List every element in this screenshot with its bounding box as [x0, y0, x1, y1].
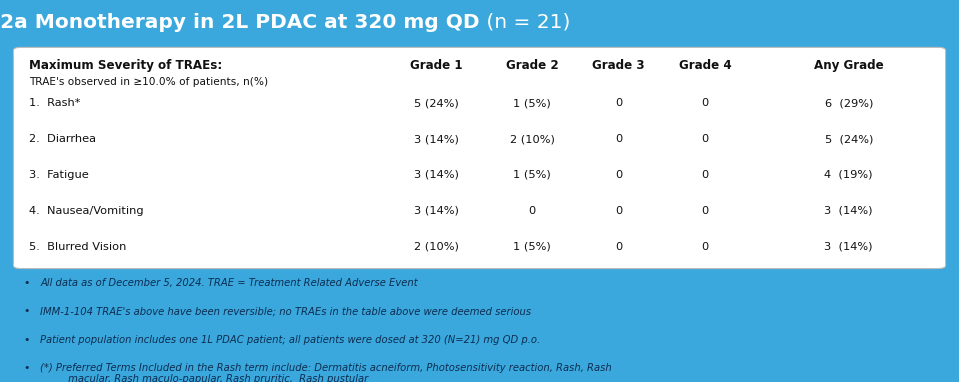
Text: 1.  Rash*: 1. Rash*: [29, 98, 81, 108]
Text: 0: 0: [528, 206, 536, 216]
Text: 0: 0: [701, 98, 709, 108]
Text: 2 (10%): 2 (10%): [510, 134, 554, 144]
Text: •: •: [23, 278, 30, 288]
Text: IMM-1-104 TRAE's above have been reversible; no TRAEs in the table above were de: IMM-1-104 TRAE's above have been reversi…: [40, 306, 531, 316]
Text: •: •: [23, 335, 30, 345]
Text: 5  (24%): 5 (24%): [825, 134, 873, 144]
Text: 0: 0: [701, 134, 709, 144]
Text: TRAE's observed in ≥10.0% of patients, n(%): TRAE's observed in ≥10.0% of patients, n…: [29, 77, 268, 87]
Text: Any Grade: Any Grade: [814, 59, 883, 72]
Text: Grade 1: Grade 1: [410, 59, 462, 72]
Text: 3 (14%): 3 (14%): [414, 134, 458, 144]
Text: 0: 0: [701, 242, 709, 252]
Text: 3 (14%): 3 (14%): [414, 170, 458, 180]
Text: 1 (5%): 1 (5%): [513, 242, 551, 252]
Text: •: •: [23, 306, 30, 316]
Text: 1 (5%): 1 (5%): [513, 170, 551, 180]
Text: 3  (14%): 3 (14%): [825, 206, 873, 216]
Text: (*) Preferred Terms Included in the Rash term include: Dermatitis acneiform, Pho: (*) Preferred Terms Included in the Rash…: [40, 363, 612, 382]
Text: 3 (14%): 3 (14%): [414, 206, 458, 216]
Text: 2 (10%): 2 (10%): [414, 242, 458, 252]
Text: 3  (14%): 3 (14%): [825, 242, 873, 252]
Text: 4.  Nausea/Vomiting: 4. Nausea/Vomiting: [29, 206, 144, 216]
FancyBboxPatch shape: [13, 47, 946, 269]
Text: 6  (29%): 6 (29%): [825, 98, 873, 108]
Text: 2.  Diarrhea: 2. Diarrhea: [29, 134, 96, 144]
Text: All data as of December 5, 2024. TRAE = Treatment Related Adverse Event: All data as of December 5, 2024. TRAE = …: [40, 278, 418, 288]
Text: 0: 0: [615, 242, 622, 252]
Text: Patient population includes one 1L PDAC patient; all patients were dosed at 320 : Patient population includes one 1L PDAC …: [40, 335, 541, 345]
Text: 0: 0: [615, 170, 622, 180]
Text: 0: 0: [701, 206, 709, 216]
Text: Safety: Phase 2a Monotherapy in 2L PDAC at 320 mg QD: Safety: Phase 2a Monotherapy in 2L PDAC …: [0, 13, 480, 32]
Text: 1 (5%): 1 (5%): [513, 98, 551, 108]
Text: 5 (24%): 5 (24%): [414, 98, 458, 108]
Text: Grade 2: Grade 2: [506, 59, 558, 72]
Text: 0: 0: [615, 206, 622, 216]
Text: 3.  Fatigue: 3. Fatigue: [29, 170, 88, 180]
Text: •: •: [23, 363, 30, 373]
Text: 0: 0: [615, 134, 622, 144]
Text: 0: 0: [615, 98, 622, 108]
Text: 5.  Blurred Vision: 5. Blurred Vision: [29, 242, 127, 252]
Text: (n = 21): (n = 21): [480, 13, 570, 32]
Text: Grade 4: Grade 4: [679, 59, 731, 72]
Text: 4  (19%): 4 (19%): [825, 170, 873, 180]
Text: Grade 3: Grade 3: [593, 59, 644, 72]
Text: 0: 0: [701, 170, 709, 180]
Text: Maximum Severity of TRAEs:: Maximum Severity of TRAEs:: [29, 59, 222, 72]
